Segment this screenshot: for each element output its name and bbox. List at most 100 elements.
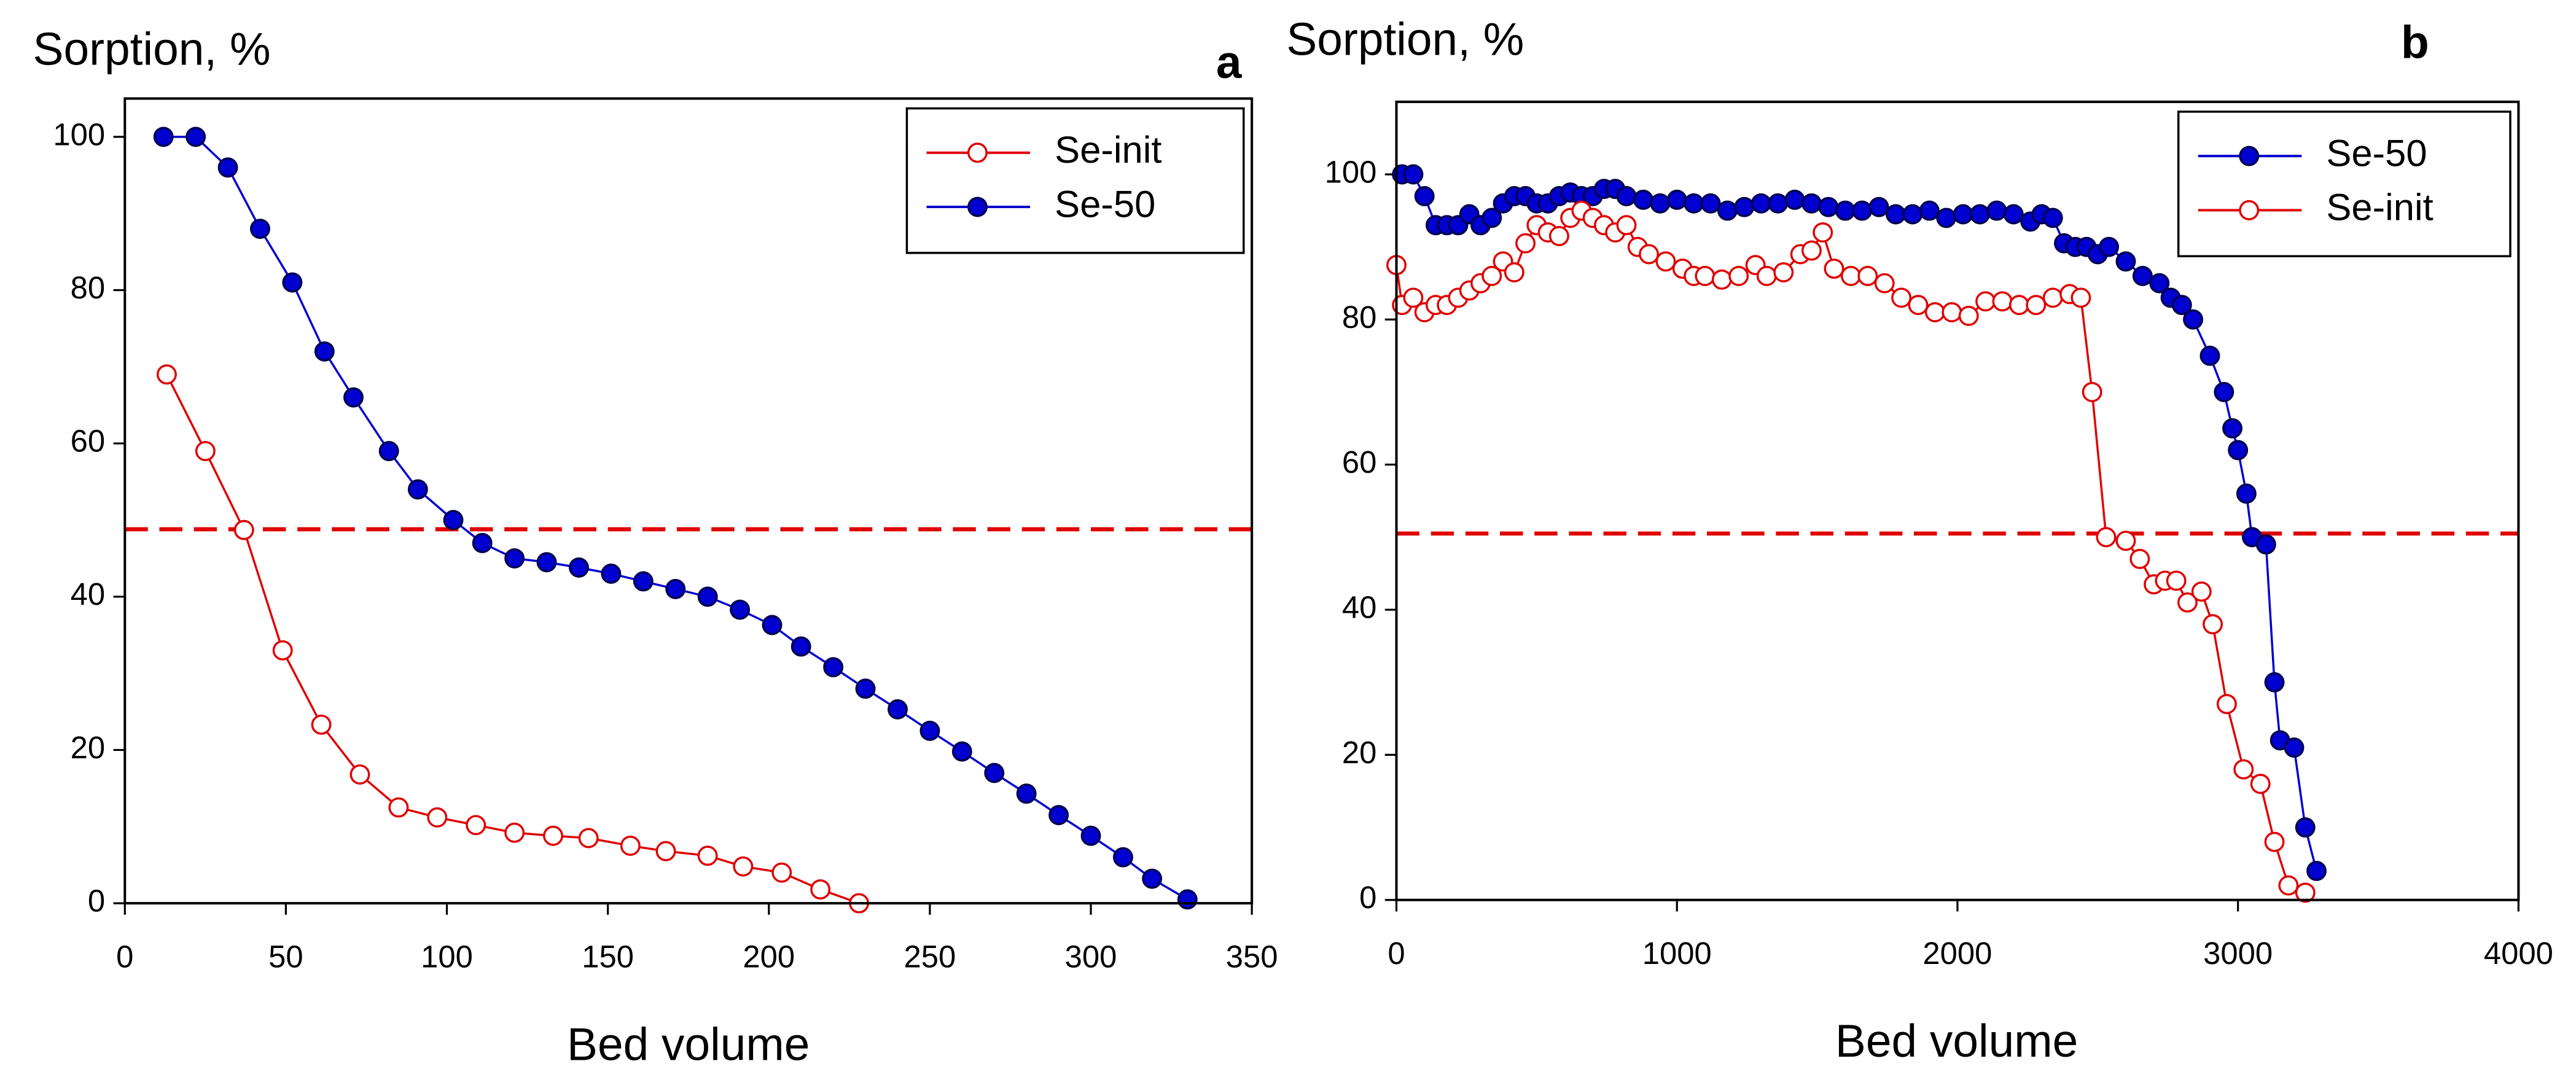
legend-label: Se-init	[1055, 129, 1161, 171]
data-point	[1633, 189, 1653, 210]
data-point	[272, 640, 293, 661]
data-point	[504, 548, 525, 569]
data-point	[1414, 186, 1435, 206]
legend-box	[2177, 111, 2512, 257]
panel-label: b	[2401, 17, 2429, 68]
data-point	[407, 479, 428, 500]
data-point	[2295, 882, 2316, 903]
data-point	[1666, 189, 1687, 210]
legend-box	[905, 107, 1245, 254]
data-point	[2306, 861, 2327, 881]
y-axis-label: Sorption, %	[1286, 13, 1524, 64]
data-point	[157, 364, 177, 385]
data-point	[311, 714, 332, 735]
data-point	[1650, 193, 1671, 214]
data-point	[2129, 548, 2150, 569]
data-point	[1142, 868, 1163, 889]
x-axis-label: Bed volume	[1835, 1015, 2078, 1067]
x-tick-label: 1000	[1642, 936, 1712, 971]
y-tick-label: 40	[71, 577, 106, 612]
data-point	[2042, 208, 2063, 228]
data-point	[1970, 204, 1990, 225]
data-point	[1801, 240, 1822, 261]
data-point	[2096, 527, 2117, 548]
x-tick-label: 2000	[1922, 936, 1992, 971]
data-point	[1784, 189, 1805, 210]
data-point	[1942, 302, 1962, 322]
y-tick-label: 60	[1342, 445, 1377, 480]
y-tick-label: 100	[1325, 154, 1377, 189]
data-point	[601, 563, 622, 584]
data-point	[2042, 287, 2063, 308]
data-point	[2177, 592, 2198, 613]
data-point	[633, 571, 654, 592]
legend-marker	[2239, 146, 2260, 166]
data-point	[762, 615, 783, 635]
data-point	[250, 219, 270, 239]
data-point	[2264, 831, 2285, 852]
data-point	[1986, 200, 2007, 221]
data-point	[2115, 251, 2136, 272]
x-tick-label: 350	[1226, 939, 1278, 974]
data-point	[2099, 236, 2120, 257]
data-point	[2082, 382, 2102, 402]
data-point	[1728, 266, 1749, 286]
data-point	[1639, 244, 1660, 265]
data-point	[543, 825, 563, 846]
data-point	[2233, 759, 2254, 780]
data-point	[1953, 204, 1973, 225]
data-point	[984, 763, 1005, 783]
data-point	[919, 720, 940, 741]
data-point	[2115, 530, 2136, 551]
x-tick-label: 3000	[2203, 936, 2273, 971]
data-point	[1711, 269, 1732, 290]
data-point	[153, 126, 174, 147]
data-point	[1813, 222, 1833, 243]
data-point	[1751, 193, 1771, 214]
data-point	[536, 552, 557, 573]
data-point	[733, 856, 754, 877]
data-point	[1700, 193, 1721, 214]
data-point	[2236, 483, 2257, 504]
data-point	[655, 841, 676, 861]
data-point	[1868, 196, 1889, 217]
data-point	[217, 157, 238, 178]
data-point	[2183, 309, 2204, 330]
plot-frame	[1395, 100, 2520, 901]
data-point	[343, 387, 364, 408]
data-point	[951, 741, 972, 762]
x-tick-label: 4000	[2484, 936, 2553, 971]
x-tick-label: 250	[904, 939, 956, 974]
data-point	[1403, 287, 1424, 308]
data-point	[1515, 233, 1536, 254]
data-point	[185, 126, 206, 147]
data-point	[1992, 291, 2013, 312]
data-point	[2199, 345, 2220, 366]
data-point	[1177, 889, 1198, 910]
y-axis-label: Sorption, %	[33, 23, 271, 74]
data-point	[1403, 164, 1424, 185]
data-point	[2171, 295, 2192, 316]
data-point	[790, 636, 811, 657]
data-point	[697, 845, 718, 866]
data-point	[2264, 672, 2285, 693]
data-point	[443, 510, 464, 530]
data-point	[282, 272, 303, 293]
data-point	[1801, 193, 1822, 214]
data-point	[1695, 266, 1715, 286]
data-point	[1504, 262, 1524, 282]
data-point	[1902, 204, 1923, 225]
data-point	[2250, 774, 2271, 795]
data-point	[1835, 200, 1856, 221]
data-point	[620, 836, 641, 856]
y-tick-label: 80	[1342, 300, 1377, 335]
data-point	[2008, 295, 2029, 316]
data-point	[427, 807, 448, 828]
data-point	[578, 828, 599, 849]
y-tick-label: 100	[53, 117, 105, 152]
legend-marker	[2239, 200, 2260, 220]
data-point	[1852, 200, 1873, 221]
data-point	[2026, 295, 2047, 316]
data-point	[504, 822, 525, 843]
